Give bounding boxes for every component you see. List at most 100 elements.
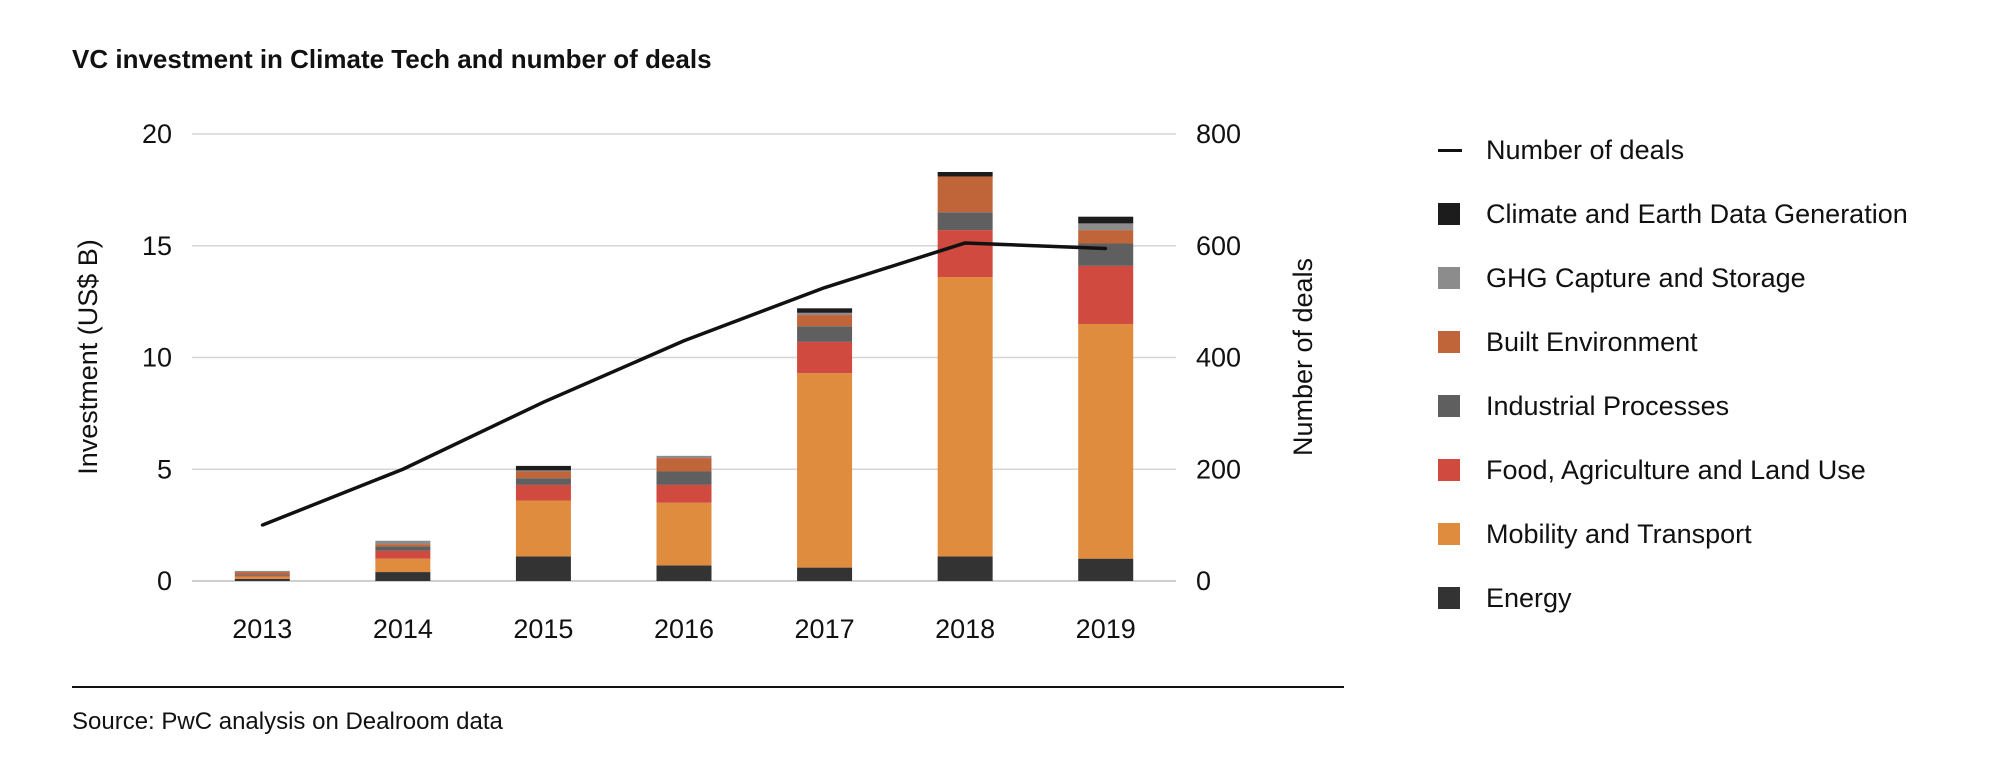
bar-segment bbox=[937, 176, 993, 213]
bar-segment bbox=[515, 470, 571, 472]
legend-label: GHG Capture and Storage bbox=[1486, 262, 1806, 293]
bar-segment bbox=[797, 315, 853, 327]
deals-line-layer bbox=[260, 241, 1108, 527]
x-tick-label: 2018 bbox=[935, 614, 995, 644]
source-divider bbox=[72, 686, 1344, 688]
legend-item: Energy bbox=[1438, 566, 1908, 630]
legend-item: Industrial Processes bbox=[1438, 374, 1908, 438]
bar-segment bbox=[1078, 558, 1134, 581]
bar-segment bbox=[234, 576, 290, 579]
legend-label: Food, Agriculture and Land Use bbox=[1486, 454, 1866, 485]
x-tick-label: 2017 bbox=[795, 614, 855, 644]
x-tick-label: 2016 bbox=[654, 614, 714, 644]
deals-line-point bbox=[541, 400, 545, 404]
legend-swatch bbox=[1438, 395, 1460, 417]
y2-tick-label: 0 bbox=[1196, 566, 1211, 596]
y2-tick-label: 400 bbox=[1196, 343, 1241, 373]
deals-line-point bbox=[682, 339, 686, 343]
legend-swatch bbox=[1438, 331, 1460, 353]
legend-label: Climate and Earth Data Generation bbox=[1486, 198, 1908, 229]
bar-segment bbox=[234, 578, 290, 581]
bar-segment bbox=[515, 478, 571, 485]
x-tick-label: 2015 bbox=[513, 614, 573, 644]
bar-segment bbox=[375, 558, 431, 573]
legend-swatch bbox=[1438, 523, 1460, 545]
bar-segment bbox=[797, 341, 853, 374]
legend-swatch bbox=[1438, 267, 1460, 289]
bar-segment bbox=[1078, 223, 1134, 231]
y-tick-label: 10 bbox=[142, 343, 172, 373]
legend: Number of deals Climate and Earth Data Ge… bbox=[1438, 118, 1908, 630]
bar-segment bbox=[375, 544, 431, 547]
legend-line-marker bbox=[1438, 148, 1462, 152]
bar-segment bbox=[515, 500, 571, 557]
legend-item: Built Environment bbox=[1438, 310, 1908, 374]
bar-segment bbox=[937, 556, 993, 581]
deals-line-point bbox=[823, 286, 827, 290]
deals-line-point bbox=[1104, 247, 1108, 251]
bar-segment bbox=[797, 326, 853, 342]
legend-label: Built Environment bbox=[1486, 326, 1698, 357]
bar-segment bbox=[375, 572, 431, 581]
bar-segment bbox=[937, 277, 993, 557]
deals-line-point bbox=[401, 467, 405, 471]
bar-segment bbox=[375, 540, 431, 545]
legend-label: Mobility and Transport bbox=[1486, 518, 1752, 549]
legend-item: GHG Capture and Storage bbox=[1438, 246, 1908, 310]
bar-segment bbox=[656, 484, 712, 503]
bar-segment bbox=[1078, 230, 1134, 244]
bar-segment bbox=[656, 458, 712, 472]
bar-segment bbox=[797, 308, 853, 313]
bar-segment bbox=[656, 471, 712, 485]
y-tick-label: 5 bbox=[157, 454, 172, 484]
bar-segment bbox=[234, 572, 290, 575]
bar-segment bbox=[656, 565, 712, 581]
x-tick-label: 2014 bbox=[373, 614, 433, 644]
y2-axis-label: Number of deals bbox=[1288, 258, 1318, 456]
x-tick-label: 2019 bbox=[1076, 614, 1136, 644]
bar-segment bbox=[797, 373, 853, 568]
bar-segment bbox=[937, 212, 993, 231]
legend-swatch bbox=[1438, 459, 1460, 481]
bar-segment bbox=[1078, 265, 1134, 324]
y-tick-label: 15 bbox=[142, 231, 172, 261]
legend-item: Mobility and Transport bbox=[1438, 502, 1908, 566]
legend-item: Food, Agriculture and Land Use bbox=[1438, 438, 1908, 502]
y2-tick-label: 200 bbox=[1196, 454, 1241, 484]
x-tick-label: 2013 bbox=[232, 614, 292, 644]
bar-segment bbox=[234, 574, 290, 576]
legend-swatch bbox=[1438, 203, 1460, 225]
bar-segment bbox=[515, 484, 571, 501]
bar-segment bbox=[375, 546, 431, 551]
bar-segment bbox=[515, 471, 571, 479]
y-axis-label: Investment (US$ B) bbox=[73, 239, 103, 475]
bar-segment bbox=[1078, 216, 1134, 224]
legend-label: Number of deals bbox=[1486, 134, 1685, 165]
bar-segment bbox=[1078, 323, 1134, 559]
bar-segment bbox=[515, 465, 571, 471]
y-tick-label: 20 bbox=[142, 119, 172, 149]
legend-item: Number of deals bbox=[1438, 118, 1908, 182]
deals-line-point bbox=[963, 241, 967, 245]
bar-segment bbox=[656, 502, 712, 566]
bar-segment bbox=[515, 556, 571, 581]
deals-line-point bbox=[260, 523, 264, 527]
stacked-bars bbox=[234, 171, 1134, 581]
bar-segment bbox=[656, 455, 712, 459]
bar-segment bbox=[234, 570, 290, 573]
legend-label: Industrial Processes bbox=[1486, 390, 1730, 421]
bar-segment bbox=[797, 312, 853, 316]
y-tick-label: 0 bbox=[157, 566, 172, 596]
legend-item: Climate and Earth Data Generation bbox=[1438, 182, 1908, 246]
legend-label: Energy bbox=[1486, 582, 1572, 613]
chart-title: VC investment in Climate Tech and number… bbox=[72, 44, 712, 74]
y2-tick-label: 800 bbox=[1196, 119, 1241, 149]
bar-segment bbox=[234, 575, 290, 577]
bar-segment bbox=[937, 171, 993, 177]
source-note: Source: PwC analysis on Dealroom data bbox=[72, 708, 503, 735]
bar-segment bbox=[375, 550, 431, 559]
y2-tick-label: 600 bbox=[1196, 231, 1241, 261]
legend-swatch bbox=[1438, 587, 1460, 609]
